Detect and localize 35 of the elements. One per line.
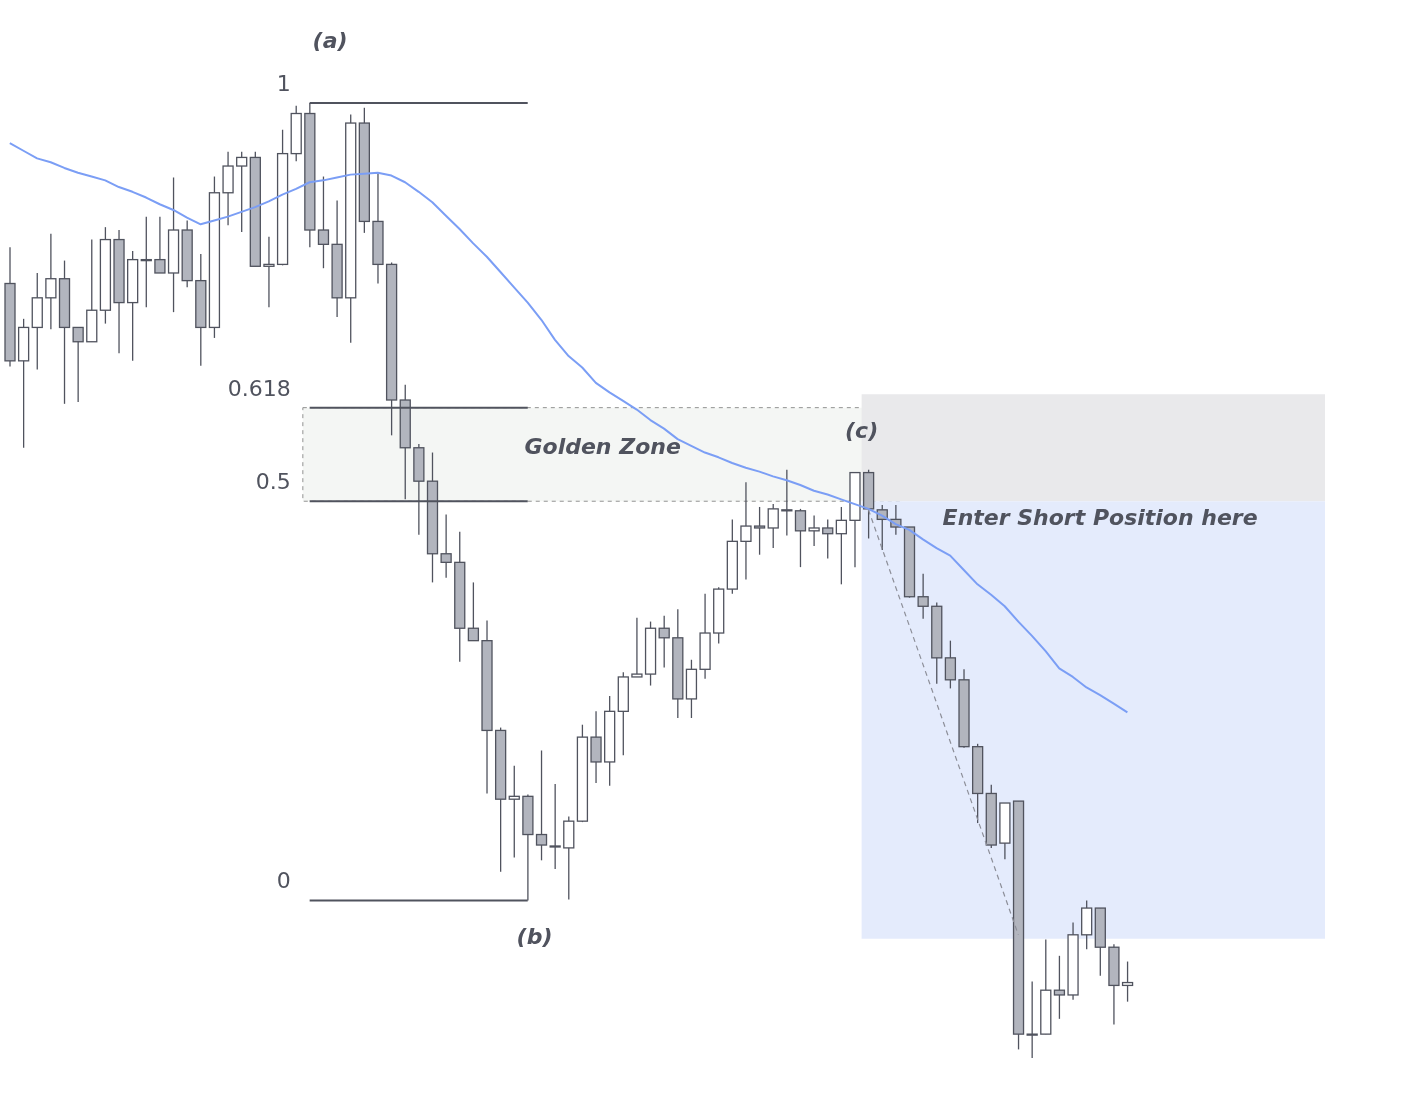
annotation: (b) (516, 924, 553, 950)
candlestick (835, 506, 848, 585)
text: 1 (276, 71, 291, 96)
candlestick (440, 513, 452, 579)
candlestick (236, 151, 248, 233)
candlestick (658, 615, 670, 669)
annotation: 0.618 (227, 375, 291, 401)
candlestick (45, 233, 57, 330)
candlestick (917, 573, 929, 620)
candlestick (508, 765, 520, 859)
candlestick (140, 216, 152, 309)
candlestick (781, 469, 793, 537)
candlestick (944, 640, 957, 690)
candlestick (808, 514, 820, 547)
candlestick (317, 175, 330, 269)
candlestick (535, 749, 548, 861)
candlestick (1121, 960, 1134, 1003)
annotation: (c) (845, 418, 879, 444)
candlestick (549, 783, 561, 870)
candlestick (467, 581, 480, 642)
candlestick (794, 508, 807, 568)
candlestick (1026, 980, 1038, 1058)
candlestick (263, 236, 275, 309)
candlestick (1053, 955, 1066, 1020)
annotation: 0 (276, 868, 291, 894)
candlestick (753, 506, 766, 556)
band-label: Enter Short Position here (942, 505, 1258, 531)
annotation: 0.5 (255, 469, 291, 495)
candlestick (72, 326, 84, 403)
candlestick (822, 518, 834, 560)
band-label: Golden Zone (524, 434, 681, 460)
text: (a) (312, 27, 348, 53)
candlestick (631, 617, 643, 678)
candlestick (154, 216, 166, 274)
candlestick (767, 503, 779, 549)
